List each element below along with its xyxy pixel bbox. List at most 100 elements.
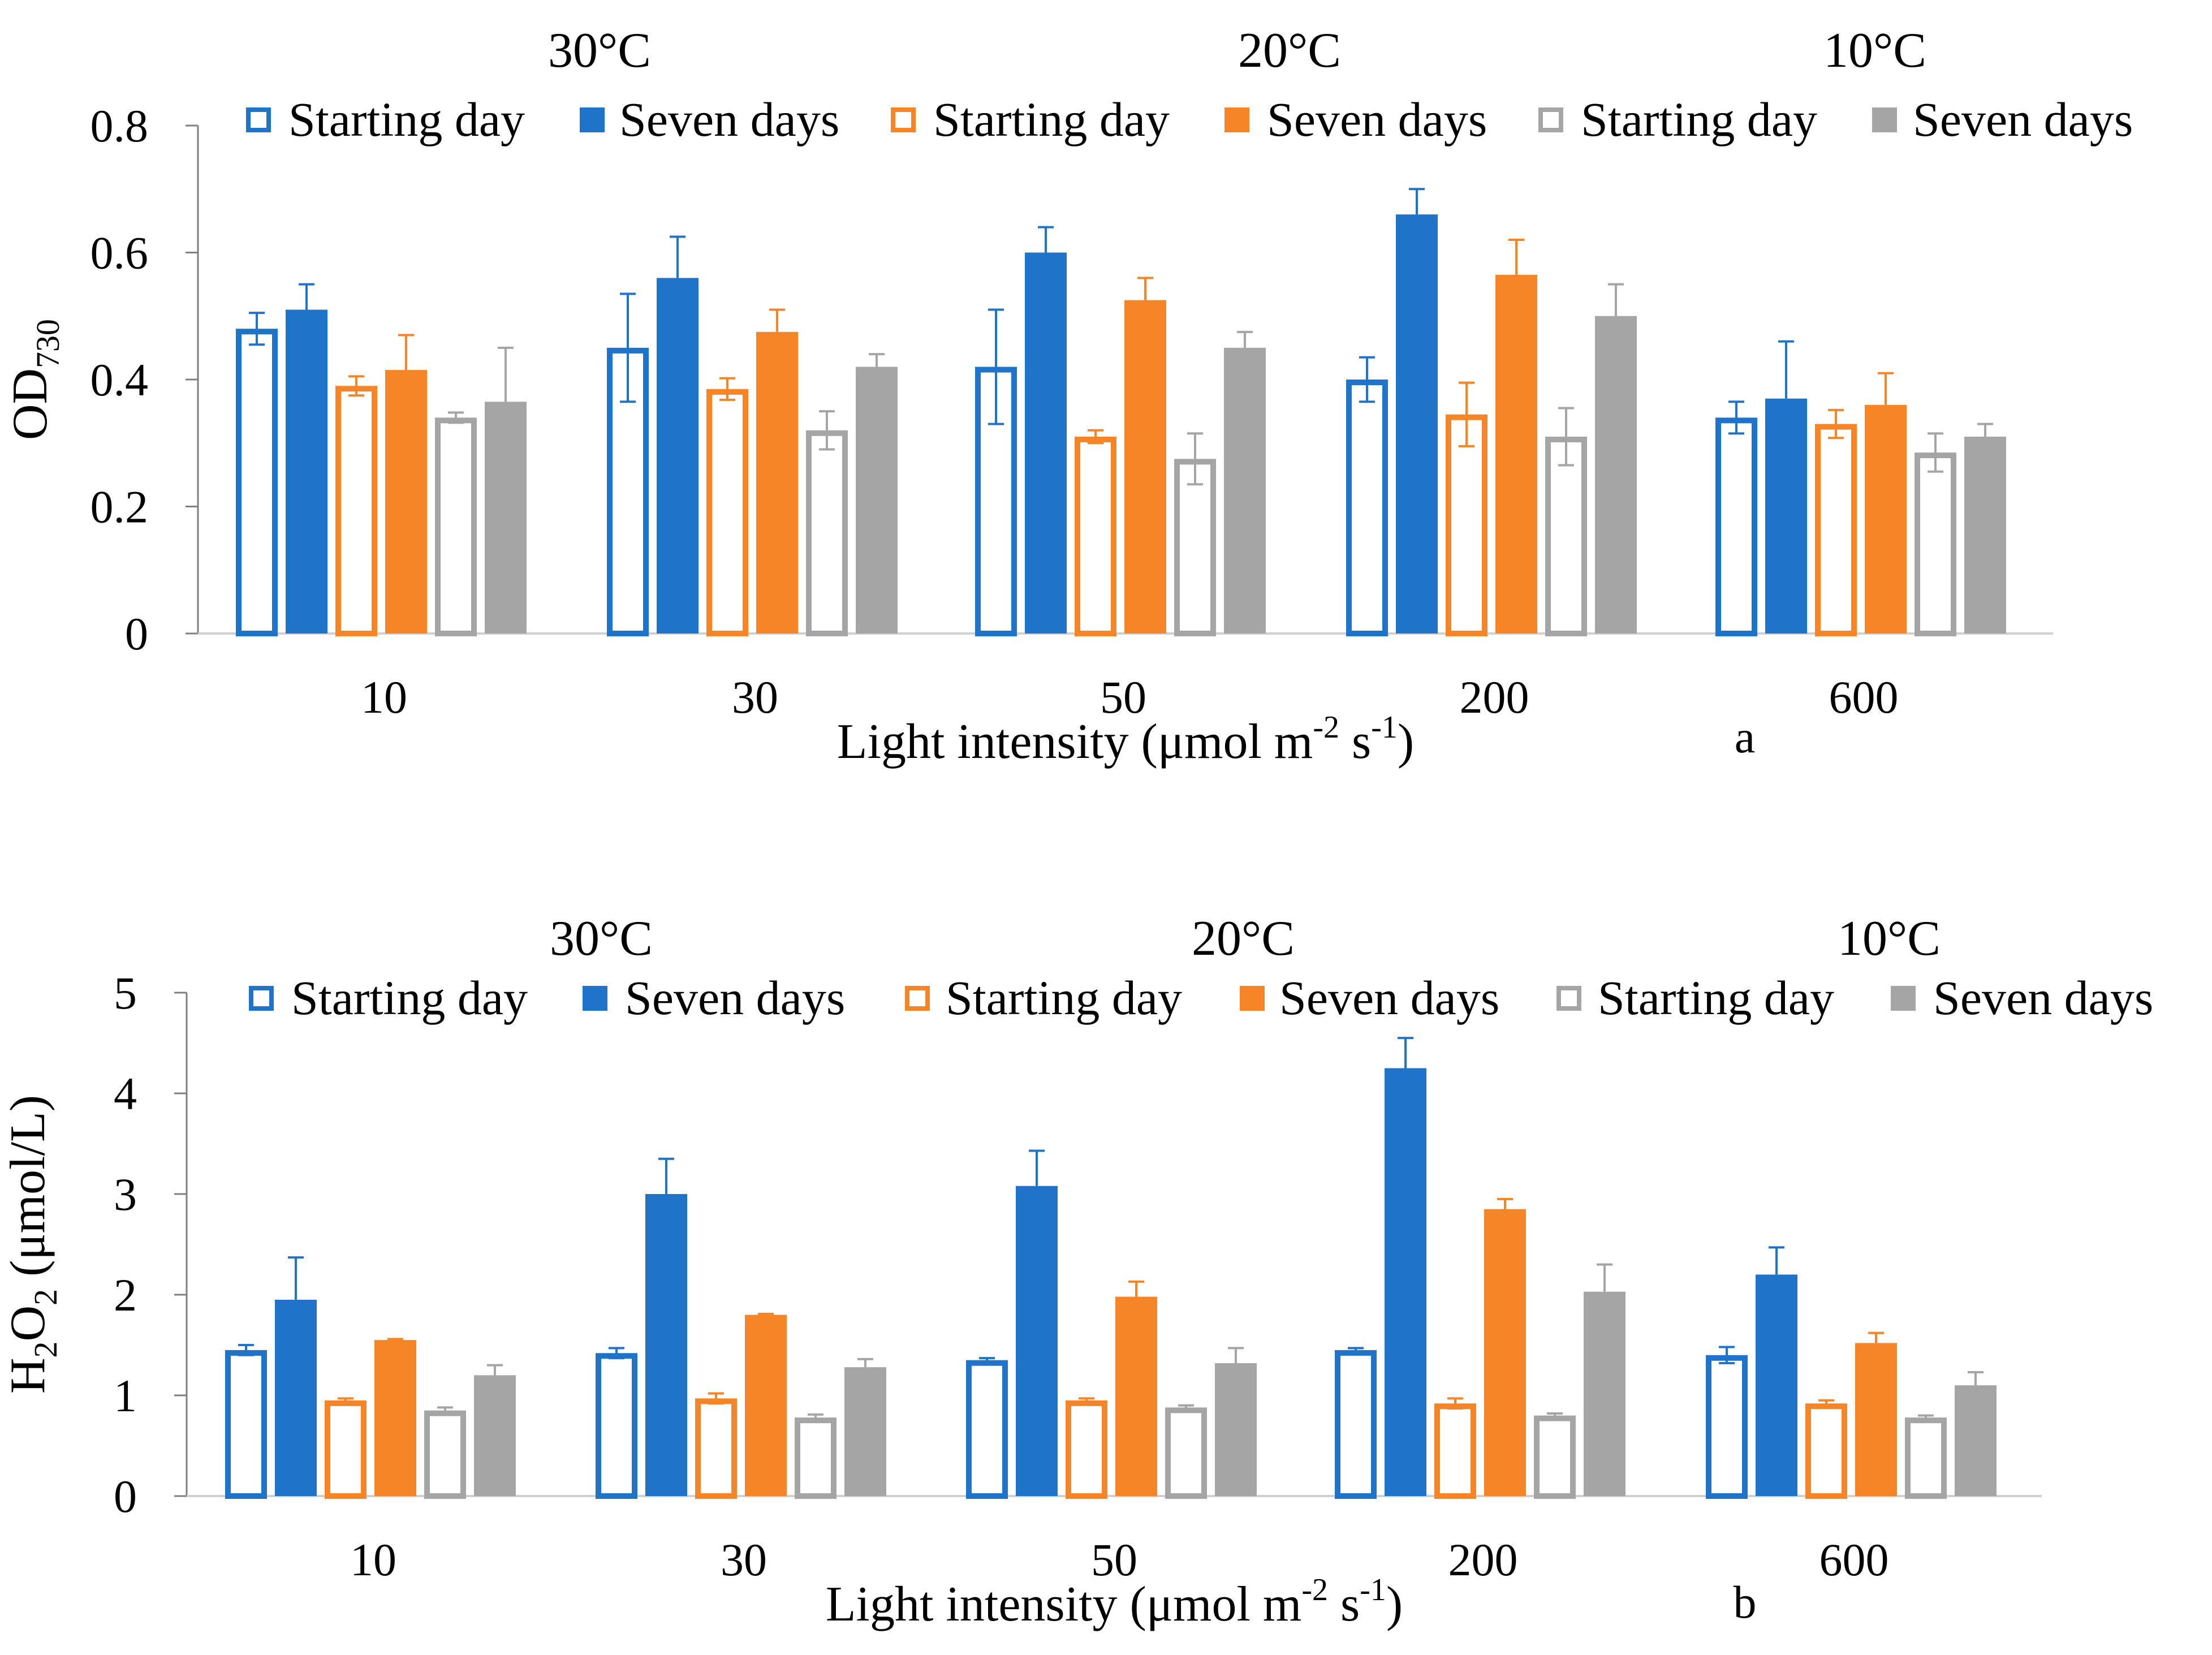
- legend-swatch-hollow: [1538, 107, 1563, 132]
- x-axis-title-text: s: [1328, 1577, 1360, 1632]
- temperature-label: 10°C: [1823, 23, 1926, 78]
- legend-swatch-hollow: [249, 986, 274, 1011]
- bar-seven-days-10c-10: [485, 402, 527, 633]
- bar-seven-days-10c-600: [1955, 1385, 1997, 1496]
- x-tick-label: 200: [1460, 671, 1529, 723]
- bar-starting-day-10c-600: [1915, 452, 1956, 637]
- x-tick-label: 30: [732, 671, 778, 723]
- y-axis-title-sub: 2: [27, 1341, 64, 1357]
- bar-seven-days-20c-600: [1865, 404, 1907, 633]
- x-axis-title: Light intensity (μmol m-2 s-1): [826, 1572, 1403, 1632]
- bar-starting-day-20c-10: [335, 386, 377, 636]
- bar-seven-days-20c-10: [385, 370, 427, 633]
- bar-starting-day-30c-10: [225, 1350, 267, 1499]
- legend-swatch-solid: [583, 986, 607, 1011]
- bar-starting-day-10c-30: [806, 430, 848, 636]
- legend-swatch-hollow: [891, 107, 916, 132]
- bar-starting-day-20c-30: [706, 389, 748, 637]
- bar-seven-days-20c-50: [1115, 1296, 1157, 1496]
- bar-starting-day-30c-30: [596, 1353, 637, 1499]
- legend-label: Seven days: [1279, 971, 1499, 1025]
- y-tick-label: 0: [114, 1471, 137, 1522]
- legend-label: Seven days: [1267, 92, 1487, 146]
- bar-starting-day-20c-50: [1066, 1400, 1107, 1499]
- bar-seven-days-10c-200: [1595, 316, 1637, 633]
- x-axis-title-sup: -1: [1360, 1572, 1386, 1607]
- legend-swatch-hollow: [246, 107, 271, 132]
- y-tick-label: 0.8: [90, 100, 149, 152]
- legend-swatch-solid: [1224, 107, 1249, 132]
- x-axis-title-text: ): [1398, 714, 1414, 769]
- x-tick-label: 50: [1100, 671, 1146, 723]
- bar-seven-days-30c-200: [1385, 1068, 1426, 1496]
- bar-starting-day-10c-50: [1165, 1407, 1207, 1499]
- legend-swatch-hollow: [905, 986, 930, 1011]
- y-axis-title-text: O: [1, 1305, 55, 1342]
- x-axis-title-sup: -2: [1301, 1572, 1328, 1607]
- bar-starting-day-20c-200: [1434, 1403, 1476, 1499]
- panel-label: a: [1735, 711, 1755, 762]
- x-tick-label: 50: [1091, 1534, 1137, 1585]
- bar-starting-day-30c-10: [236, 329, 278, 636]
- x-tick-label: 600: [1819, 1534, 1889, 1585]
- bar-starting-day-10c-600: [1905, 1417, 1947, 1499]
- legend-label: Starting day: [933, 92, 1170, 146]
- bar-seven-days-20c-10: [374, 1340, 416, 1496]
- bar-starting-day-20c-600: [1815, 424, 1857, 636]
- bar-seven-days-20c-200: [1484, 1209, 1526, 1496]
- chart-panel-a: 0 0.2 0.4 0.6 0.8 10 30 50 200 600 Light intensity…: [3, 23, 2133, 769]
- y-tick-label: 1: [114, 1370, 137, 1421]
- x-axis-title-sup: -2: [1313, 710, 1339, 745]
- bar-seven-days-30c-50: [1025, 252, 1067, 633]
- bar-starting-day-20c-30: [695, 1398, 737, 1499]
- bar-starting-day-10c-30: [795, 1417, 836, 1499]
- y-axis-title: H2O2 (μmol/L): [1, 1095, 64, 1394]
- x-tick-label: 10: [350, 1534, 396, 1585]
- y-axis-title-text: OD: [3, 368, 58, 440]
- bar-starting-day-30c-200: [1346, 380, 1388, 636]
- bar-seven-days-30c-600: [1765, 398, 1807, 633]
- temperature-label: 30°C: [550, 911, 653, 966]
- temperature-label: 10°C: [1838, 911, 1941, 966]
- temperature-label: 30°C: [548, 23, 651, 78]
- bar-seven-days-20c-600: [1855, 1343, 1897, 1496]
- legend: Starting day Seven days Starting day Seven …: [246, 92, 2133, 146]
- bar-seven-days-10c-30: [856, 367, 898, 633]
- y-axis-title: OD730: [3, 319, 66, 440]
- x-axis-title: Light intensity (μmol m-2 s-1): [837, 710, 1414, 769]
- bar-seven-days-20c-200: [1495, 274, 1537, 634]
- bar-starting-day-10c-10: [424, 1410, 466, 1499]
- bar-seven-days-30c-30: [645, 1194, 687, 1496]
- bar-starting-day-20c-10: [325, 1400, 366, 1499]
- bar-seven-days-10c-50: [1224, 347, 1266, 633]
- legend-label: Starting day: [288, 92, 525, 146]
- bar-starting-day-20c-600: [1805, 1403, 1847, 1499]
- temperature-label: 20°C: [1238, 23, 1341, 78]
- y-tick-label: 0: [125, 608, 148, 660]
- x-axis-title-sup: -1: [1371, 710, 1398, 745]
- bar-seven-days-10c-10: [474, 1375, 516, 1496]
- bar-seven-days-20c-30: [756, 331, 798, 633]
- legend-swatch-solid: [1891, 986, 1916, 1011]
- panel-label: b: [1734, 1576, 1757, 1628]
- x-tick-label: 30: [721, 1534, 767, 1585]
- y-tick-label: 0.4: [90, 354, 149, 406]
- y-axis-title-sub: 2: [27, 1289, 64, 1305]
- legend-swatch-hollow: [1556, 986, 1581, 1011]
- bar-starting-day-30c-600: [1715, 417, 1757, 636]
- chart-panel-b: 0 1 2 3 4 5 10 30 50 200 600 Light intensity (μmol …: [1, 911, 2153, 1632]
- x-tick-label: 200: [1448, 1534, 1518, 1585]
- y-tick-label: 2: [114, 1269, 137, 1321]
- bar-starting-day-30c-600: [1706, 1355, 1748, 1499]
- x-tick-label: 10: [361, 671, 407, 723]
- bar-seven-days-30c-50: [1016, 1186, 1058, 1496]
- bar-starting-day-10c-200: [1534, 1415, 1576, 1499]
- bar-starting-day-10c-10: [435, 417, 477, 636]
- y-tick-label: 0.2: [90, 481, 149, 533]
- bar-seven-days-10c-600: [1964, 437, 2006, 633]
- legend-swatch-solid: [580, 107, 605, 132]
- legend-label: Seven days: [1933, 971, 2153, 1025]
- x-tick-label: 600: [1829, 671, 1899, 723]
- legend-label: Seven days: [1913, 92, 2133, 146]
